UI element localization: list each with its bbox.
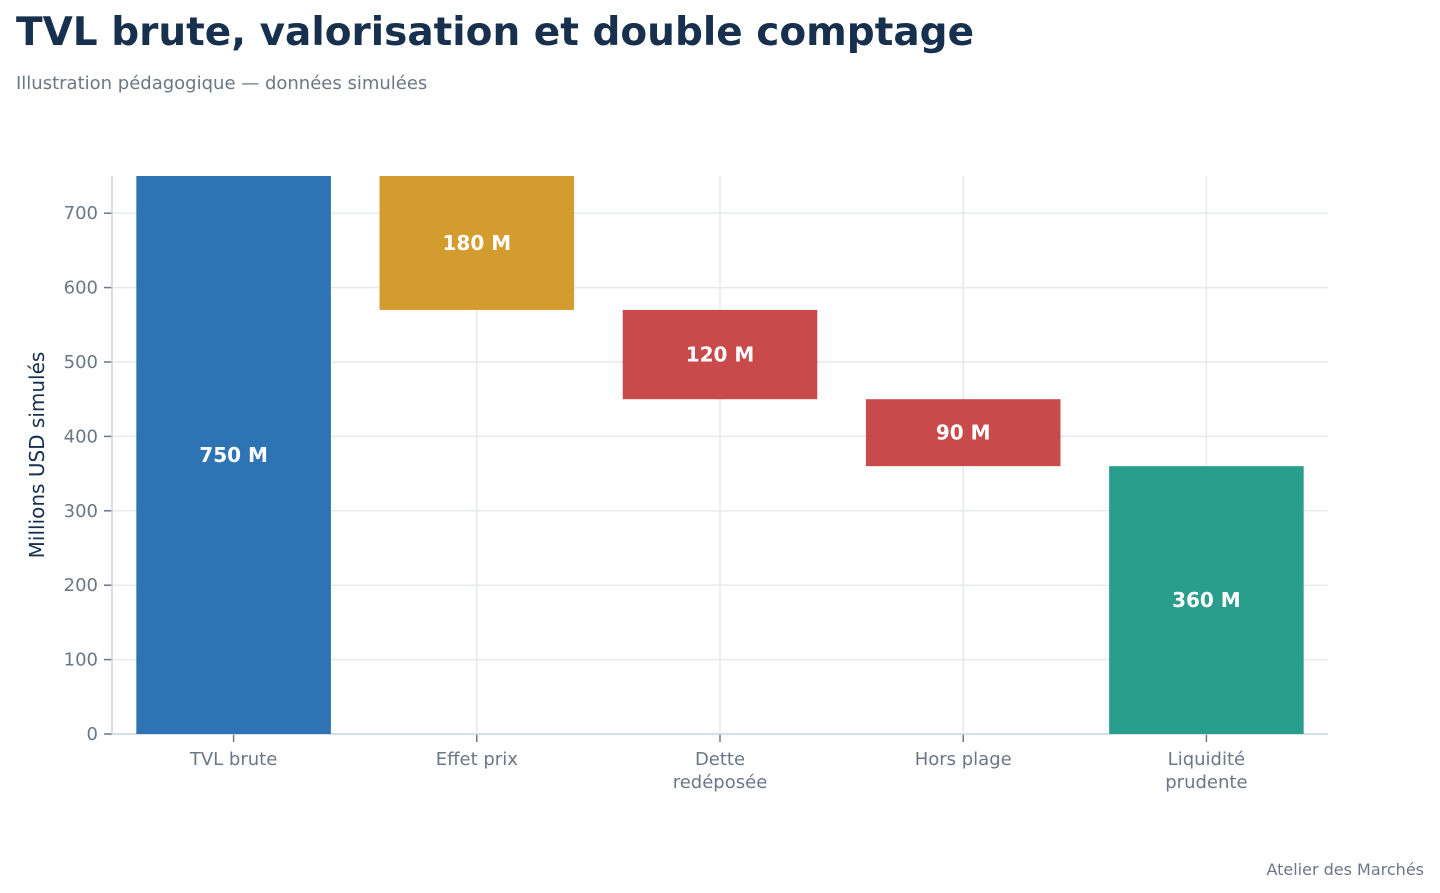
bar-value-label: 360 M xyxy=(1172,588,1241,612)
source-credit: Atelier des Marchés xyxy=(1266,860,1424,879)
waterfall-bar xyxy=(622,309,818,400)
label-layer: 750 M 180 M 120 M 90 M 360 M xyxy=(199,231,1240,612)
bar-value-label: 750 M xyxy=(199,443,268,467)
y-tick-label: 500 xyxy=(64,352,98,373)
bar-value-label: 180 M xyxy=(442,231,511,255)
chart-subtitle: Illustration pédagogique — données simul… xyxy=(16,73,428,94)
y-tick-label: 400 xyxy=(64,426,98,447)
bar-value-label: 120 M xyxy=(686,343,755,367)
y-tick-label: 700 xyxy=(64,203,98,224)
y-tick-label: 200 xyxy=(64,575,98,596)
x-tick-label: Dette redéposée xyxy=(673,749,768,793)
y-tick-label: 300 xyxy=(64,501,98,522)
waterfall-bar xyxy=(136,176,331,734)
y-axis-title: Millions USD simulés xyxy=(25,352,49,559)
x-tick-label: Hors plage xyxy=(915,749,1012,770)
waterfall-bar xyxy=(1109,466,1304,734)
axis-layer: 0 100 200 300 400 500 600 700 TVL brute Effet pri… xyxy=(64,176,1328,793)
bar-layer xyxy=(136,176,1304,734)
waterfall-bar xyxy=(865,399,1061,467)
y-tick-label: 100 xyxy=(64,650,98,671)
x-tick-label: TVL brute xyxy=(189,749,277,770)
x-tick-label: Liquidité prudente xyxy=(1165,749,1247,793)
x-tick-label: Effet prix xyxy=(436,749,518,770)
y-tick-label: 600 xyxy=(64,278,98,299)
y-tick-label: 0 xyxy=(87,724,98,745)
waterfall-bar xyxy=(379,176,575,310)
bar-value-label: 90 M xyxy=(936,421,991,445)
chart-title: TVL brute, valorisation et double compta… xyxy=(16,10,975,55)
